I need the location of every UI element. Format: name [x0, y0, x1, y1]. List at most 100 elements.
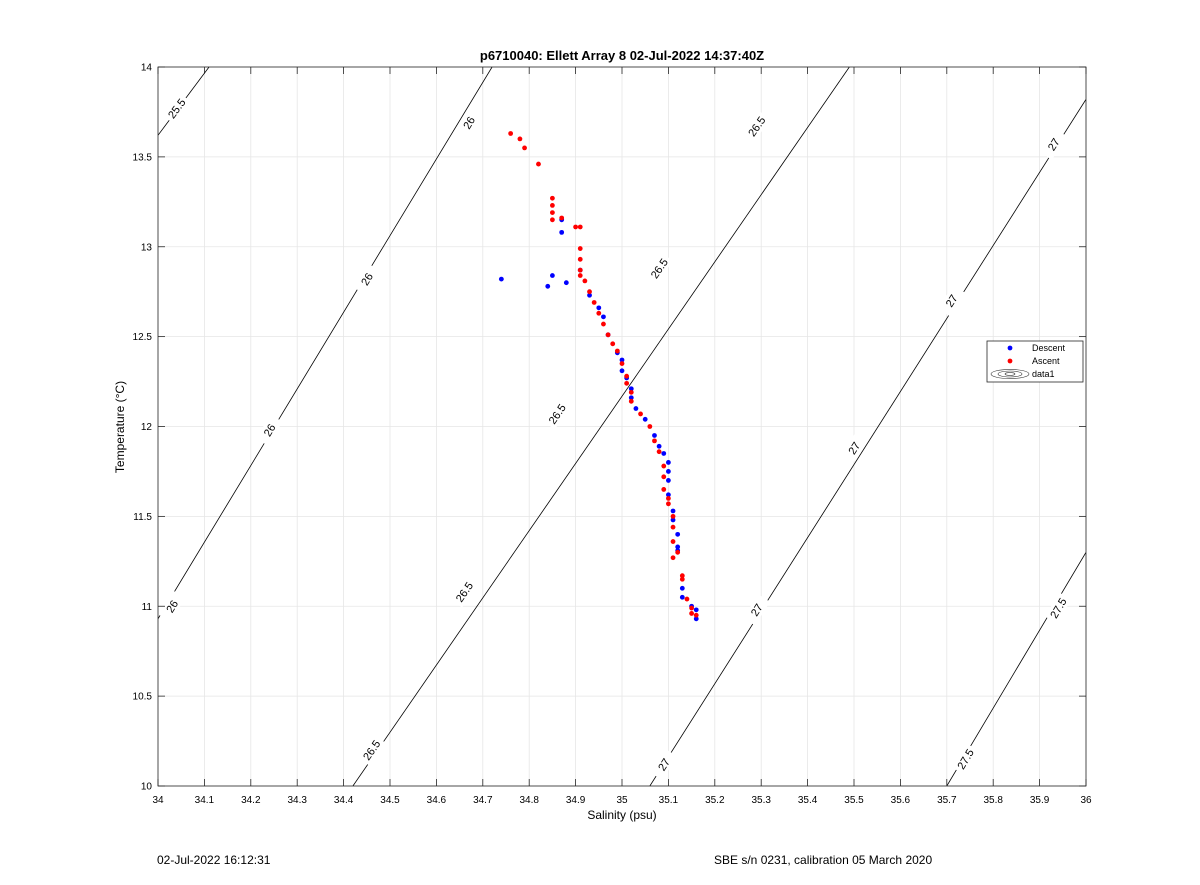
contour-label-bg	[450, 576, 478, 608]
ascent-point	[656, 449, 662, 455]
ascent-point	[522, 145, 527, 151]
y-tick-label: 12	[141, 422, 153, 433]
legend-box	[986, 340, 1084, 383]
descent-point	[661, 451, 667, 456]
contour-label-bg	[357, 734, 386, 766]
ascent-point	[587, 289, 592, 295]
x-tick-label: 34.2	[241, 795, 261, 806]
y-tick-label: 13.5	[133, 152, 153, 163]
contour-label: 27	[749, 602, 766, 619]
legend-label-ascent: Ascent	[1032, 356, 1060, 366]
descent-point	[666, 492, 671, 498]
ascent-point	[601, 321, 606, 327]
descent-point	[619, 357, 625, 363]
ascent-point	[619, 361, 625, 366]
x-tick-label: 35.2	[705, 795, 725, 806]
contour-label-bg	[158, 590, 186, 622]
legend-label-data1: data1	[1032, 369, 1055, 379]
ascent-point	[666, 496, 671, 501]
ascent-point	[536, 161, 541, 167]
ascent-point	[628, 389, 634, 395]
x-tick-label: 35.4	[798, 795, 818, 806]
contour-label-bg	[742, 110, 771, 142]
legend-marker-data1-contour-icon	[990, 369, 1030, 379]
x-tick-label: 34.7	[473, 795, 493, 806]
contour-label: 27	[846, 440, 863, 457]
legend: Descent Ascent data1	[986, 340, 1084, 383]
descent-point	[596, 305, 602, 311]
ascent-point	[679, 576, 685, 582]
ascent-point	[582, 278, 588, 284]
contour-label: 27	[656, 757, 673, 774]
legend-marker-ascent	[1007, 358, 1013, 364]
contour-label-bg	[938, 285, 965, 317]
ascent-point	[628, 398, 634, 404]
contour-label-bg	[162, 92, 191, 124]
contour-label: 26	[262, 422, 279, 439]
ascent-point	[675, 549, 681, 555]
ascent-point	[693, 612, 699, 618]
grid	[157, 66, 1087, 787]
x-tick-label: 34.3	[287, 795, 307, 806]
contour-label-bg	[1040, 128, 1067, 160]
ascent-point	[605, 332, 611, 338]
ascent-point	[517, 136, 523, 142]
descent-point	[628, 386, 634, 392]
ascent-point	[624, 373, 630, 379]
x-tick-label: 34.6	[427, 795, 447, 806]
descent-point	[633, 406, 639, 411]
y-axis-ticks: 10 10.5 11 11.5 12 12.5 13 13.5 14	[133, 63, 1086, 793]
ascent-point	[661, 487, 667, 492]
contour-line-27	[649, 99, 1086, 786]
x-tick-label: 34.5	[380, 795, 400, 806]
ascent-point	[670, 539, 676, 544]
descent-point	[666, 460, 671, 465]
contour-label: 26	[359, 271, 376, 288]
x-tick-label: 35.8	[983, 795, 1003, 806]
contour-label-bg	[1044, 592, 1072, 624]
descent-point	[656, 443, 662, 449]
y-tick-label: 13	[141, 242, 153, 253]
x-tick-label: 35.3	[751, 795, 771, 806]
descent-point	[550, 273, 555, 278]
descent-point	[670, 508, 676, 514]
ascent-point	[577, 273, 583, 278]
x-tick-label: 35.6	[891, 795, 911, 806]
ascent-point	[661, 474, 667, 480]
x-tick-label: 34.9	[566, 795, 586, 806]
x-tick-label: 35.5	[844, 795, 864, 806]
x-tick-label: 34.1	[195, 795, 215, 806]
descent-point	[587, 292, 592, 298]
ascent-point	[689, 611, 694, 616]
contour-label-bg	[840, 432, 868, 464]
y-tick-label: 10.5	[133, 692, 153, 703]
ascent-point	[670, 555, 676, 561]
y-tick-label: 12.5	[133, 332, 153, 343]
x-tick-label: 34	[152, 795, 164, 806]
ascent-point	[689, 605, 694, 611]
contour-label-bg	[743, 594, 770, 626]
x-tick-label: 36	[1080, 795, 1092, 806]
contour-label-bg	[645, 252, 673, 284]
x-axis-ticks: 34 34.1 34.2 34.3 34.4 34.5 34.6 34.7 34.8 34.9 35…	[152, 67, 1092, 806]
density-contour-labels: 25.52626262626.526.526.526.526.527272727…	[158, 92, 1072, 781]
ascent-point	[670, 524, 676, 530]
ascent-point	[550, 195, 555, 201]
legend-marker-descent	[1007, 345, 1013, 351]
ascent-point	[559, 215, 565, 221]
x-tick-label: 34.8	[519, 795, 539, 806]
ascent-point	[647, 424, 653, 429]
ascent-point	[508, 131, 514, 136]
contour-label-bg	[952, 743, 979, 775]
ascent-point	[550, 203, 555, 208]
descent-point	[563, 280, 569, 286]
descent-point	[670, 517, 676, 523]
contour-label-bg	[650, 748, 678, 781]
x-tick-label: 35	[616, 795, 628, 806]
descent-point	[601, 314, 606, 320]
descent-point	[675, 531, 681, 537]
ascent-point	[577, 267, 583, 273]
descent-point	[545, 283, 551, 289]
ascent-point	[624, 380, 630, 386]
